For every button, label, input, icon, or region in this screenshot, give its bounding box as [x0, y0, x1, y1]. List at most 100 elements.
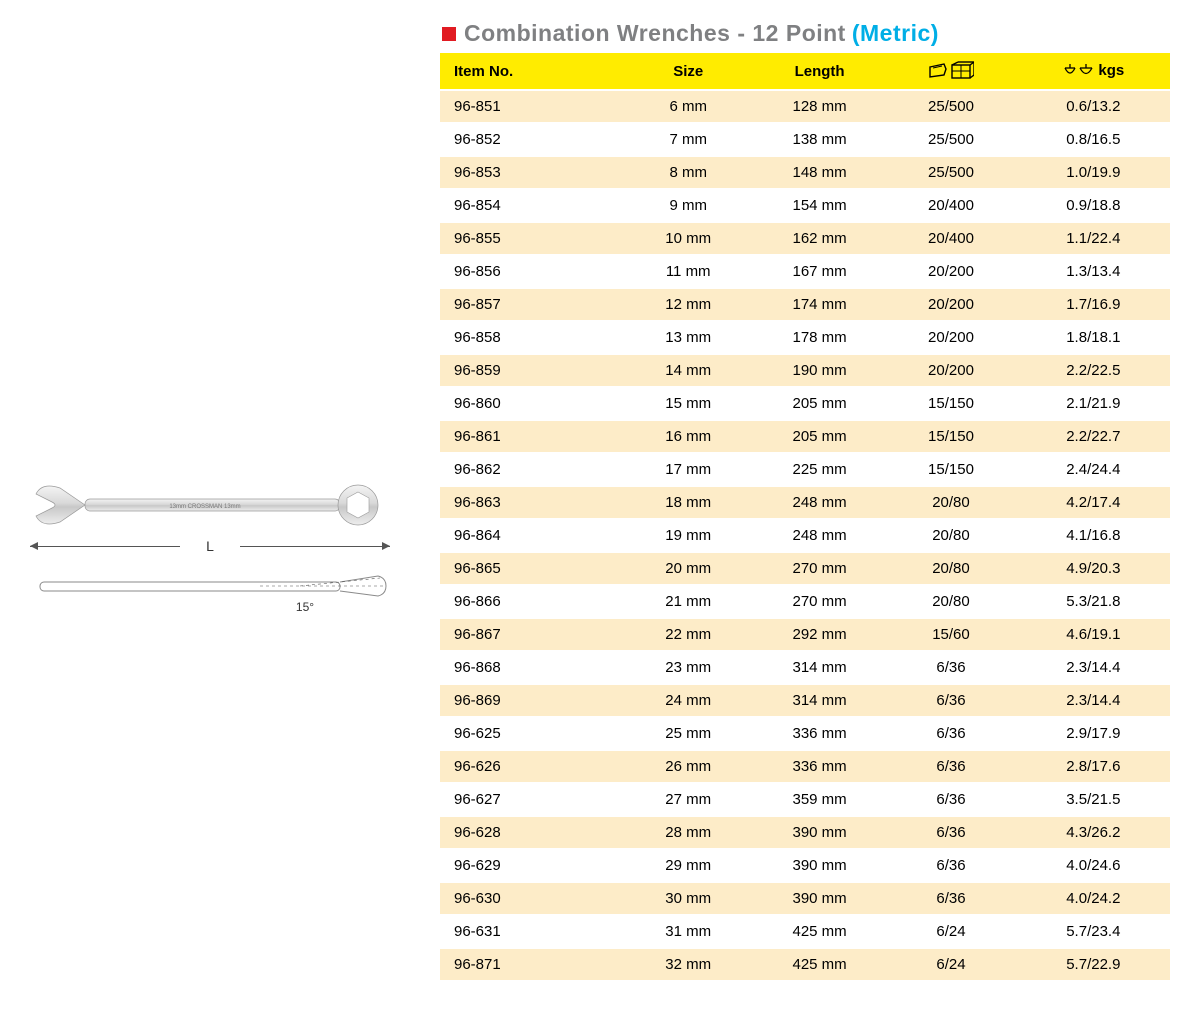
cell-pack: 20/80: [885, 585, 1016, 618]
angle-label: 15°: [30, 600, 390, 614]
cell-pack: 20/200: [885, 255, 1016, 288]
col-size: Size: [623, 53, 754, 90]
wrench-side-view-icon: [30, 572, 390, 602]
svg-text:13mm CROSSMAN 13mm: 13mm CROSSMAN 13mm: [169, 504, 240, 510]
cell-item: 96-866: [440, 585, 623, 618]
cell-pack: 6/36: [885, 684, 1016, 717]
cell-item: 96-855: [440, 222, 623, 255]
cell-item: 96-852: [440, 123, 623, 156]
cell-size: 31 mm: [623, 915, 754, 948]
table-row: 96-8538 mm148 mm25/5001.0/19.9: [440, 156, 1170, 189]
table-row: 96-8527 mm138 mm25/5000.8/16.5: [440, 123, 1170, 156]
cell-item: 96-630: [440, 882, 623, 915]
cell-weight: 1.3/13.4: [1017, 255, 1170, 288]
table-row: 96-62828 mm390 mm6/364.3/26.2: [440, 816, 1170, 849]
cell-weight: 0.6/13.2: [1017, 90, 1170, 123]
cell-pack: 15/150: [885, 387, 1016, 420]
cell-size: 13 mm: [623, 321, 754, 354]
cell-size: 30 mm: [623, 882, 754, 915]
cell-item: 96-871: [440, 948, 623, 981]
cell-size: 15 mm: [623, 387, 754, 420]
cell-length: 314 mm: [754, 684, 885, 717]
table-row: 96-62929 mm390 mm6/364.0/24.6: [440, 849, 1170, 882]
table-row: 96-86621 mm270 mm20/805.3/21.8: [440, 585, 1170, 618]
cell-pack: 20/200: [885, 321, 1016, 354]
title-text: Combination Wrenches - 12 Point: [464, 20, 846, 47]
cell-pack: 25/500: [885, 123, 1016, 156]
cell-pack: 6/36: [885, 882, 1016, 915]
cell-weight: 2.8/17.6: [1017, 750, 1170, 783]
title-metric: (Metric): [852, 20, 939, 47]
cell-weight: 2.3/14.4: [1017, 684, 1170, 717]
cell-length: 270 mm: [754, 585, 885, 618]
cell-size: 22 mm: [623, 618, 754, 651]
cell-item: 96-854: [440, 189, 623, 222]
cell-weight: 4.3/26.2: [1017, 816, 1170, 849]
weight-unit: kgs: [1098, 62, 1124, 79]
col-item: Item No.: [440, 53, 623, 90]
cell-pack: 6/36: [885, 651, 1016, 684]
table-row: 96-85914 mm190 mm20/2002.2/22.5: [440, 354, 1170, 387]
cell-size: 28 mm: [623, 816, 754, 849]
cell-item: 96-625: [440, 717, 623, 750]
cell-length: 205 mm: [754, 387, 885, 420]
cell-size: 20 mm: [623, 552, 754, 585]
cell-item: 96-858: [440, 321, 623, 354]
table-row: 96-85813 mm178 mm20/2001.8/18.1: [440, 321, 1170, 354]
table-row: 96-8549 mm154 mm20/4000.9/18.8: [440, 189, 1170, 222]
cell-weight: 1.0/19.9: [1017, 156, 1170, 189]
table-row: 96-87132 mm425 mm6/245.7/22.9: [440, 948, 1170, 981]
cell-weight: 4.0/24.6: [1017, 849, 1170, 882]
table-row: 96-63030 mm390 mm6/364.0/24.2: [440, 882, 1170, 915]
cell-weight: 0.9/18.8: [1017, 189, 1170, 222]
cell-weight: 2.9/17.9: [1017, 717, 1170, 750]
cell-size: 25 mm: [623, 717, 754, 750]
cell-size: 7 mm: [623, 123, 754, 156]
cell-length: 178 mm: [754, 321, 885, 354]
cell-pack: 6/36: [885, 750, 1016, 783]
wrench-top-view-icon: 13mm CROSSMAN 13mm: [30, 480, 390, 530]
cell-pack: 20/400: [885, 189, 1016, 222]
cell-item: 96-859: [440, 354, 623, 387]
table-row: 96-8516 mm128 mm25/5000.6/13.2: [440, 90, 1170, 123]
cell-item: 96-868: [440, 651, 623, 684]
cell-weight: 1.1/22.4: [1017, 222, 1170, 255]
cell-size: 18 mm: [623, 486, 754, 519]
bullet-square-icon: [442, 27, 456, 41]
cell-length: 162 mm: [754, 222, 885, 255]
cell-weight: 2.2/22.7: [1017, 420, 1170, 453]
table-row: 96-86924 mm314 mm6/362.3/14.4: [440, 684, 1170, 717]
cell-item: 96-851: [440, 90, 623, 123]
cell-weight: 1.7/16.9: [1017, 288, 1170, 321]
cell-item: 96-865: [440, 552, 623, 585]
cell-size: 24 mm: [623, 684, 754, 717]
cell-length: 336 mm: [754, 750, 885, 783]
cell-weight: 4.6/19.1: [1017, 618, 1170, 651]
cell-item: 96-631: [440, 915, 623, 948]
cell-pack: 6/36: [885, 717, 1016, 750]
cell-size: 19 mm: [623, 519, 754, 552]
table-row: 96-86823 mm314 mm6/362.3/14.4: [440, 651, 1170, 684]
cell-item: 96-863: [440, 486, 623, 519]
cell-item: 96-869: [440, 684, 623, 717]
cell-length: 154 mm: [754, 189, 885, 222]
cell-length: 225 mm: [754, 453, 885, 486]
cell-length: 128 mm: [754, 90, 885, 123]
cell-length: 270 mm: [754, 552, 885, 585]
cell-weight: 2.2/22.5: [1017, 354, 1170, 387]
cell-size: 16 mm: [623, 420, 754, 453]
cell-weight: 3.5/21.5: [1017, 783, 1170, 816]
cell-item: 96-628: [440, 816, 623, 849]
cell-weight: 2.4/24.4: [1017, 453, 1170, 486]
cell-size: 14 mm: [623, 354, 754, 387]
cell-pack: 25/500: [885, 90, 1016, 123]
cell-size: 17 mm: [623, 453, 754, 486]
cell-item: 96-867: [440, 618, 623, 651]
cell-pack: 20/200: [885, 288, 1016, 321]
table-row: 96-86116 mm205 mm15/1502.2/22.7: [440, 420, 1170, 453]
table-row: 96-85611 mm167 mm20/2001.3/13.4: [440, 255, 1170, 288]
cell-length: 336 mm: [754, 717, 885, 750]
cell-size: 8 mm: [623, 156, 754, 189]
weight-scale-icon: [1062, 62, 1096, 80]
cell-length: 174 mm: [754, 288, 885, 321]
